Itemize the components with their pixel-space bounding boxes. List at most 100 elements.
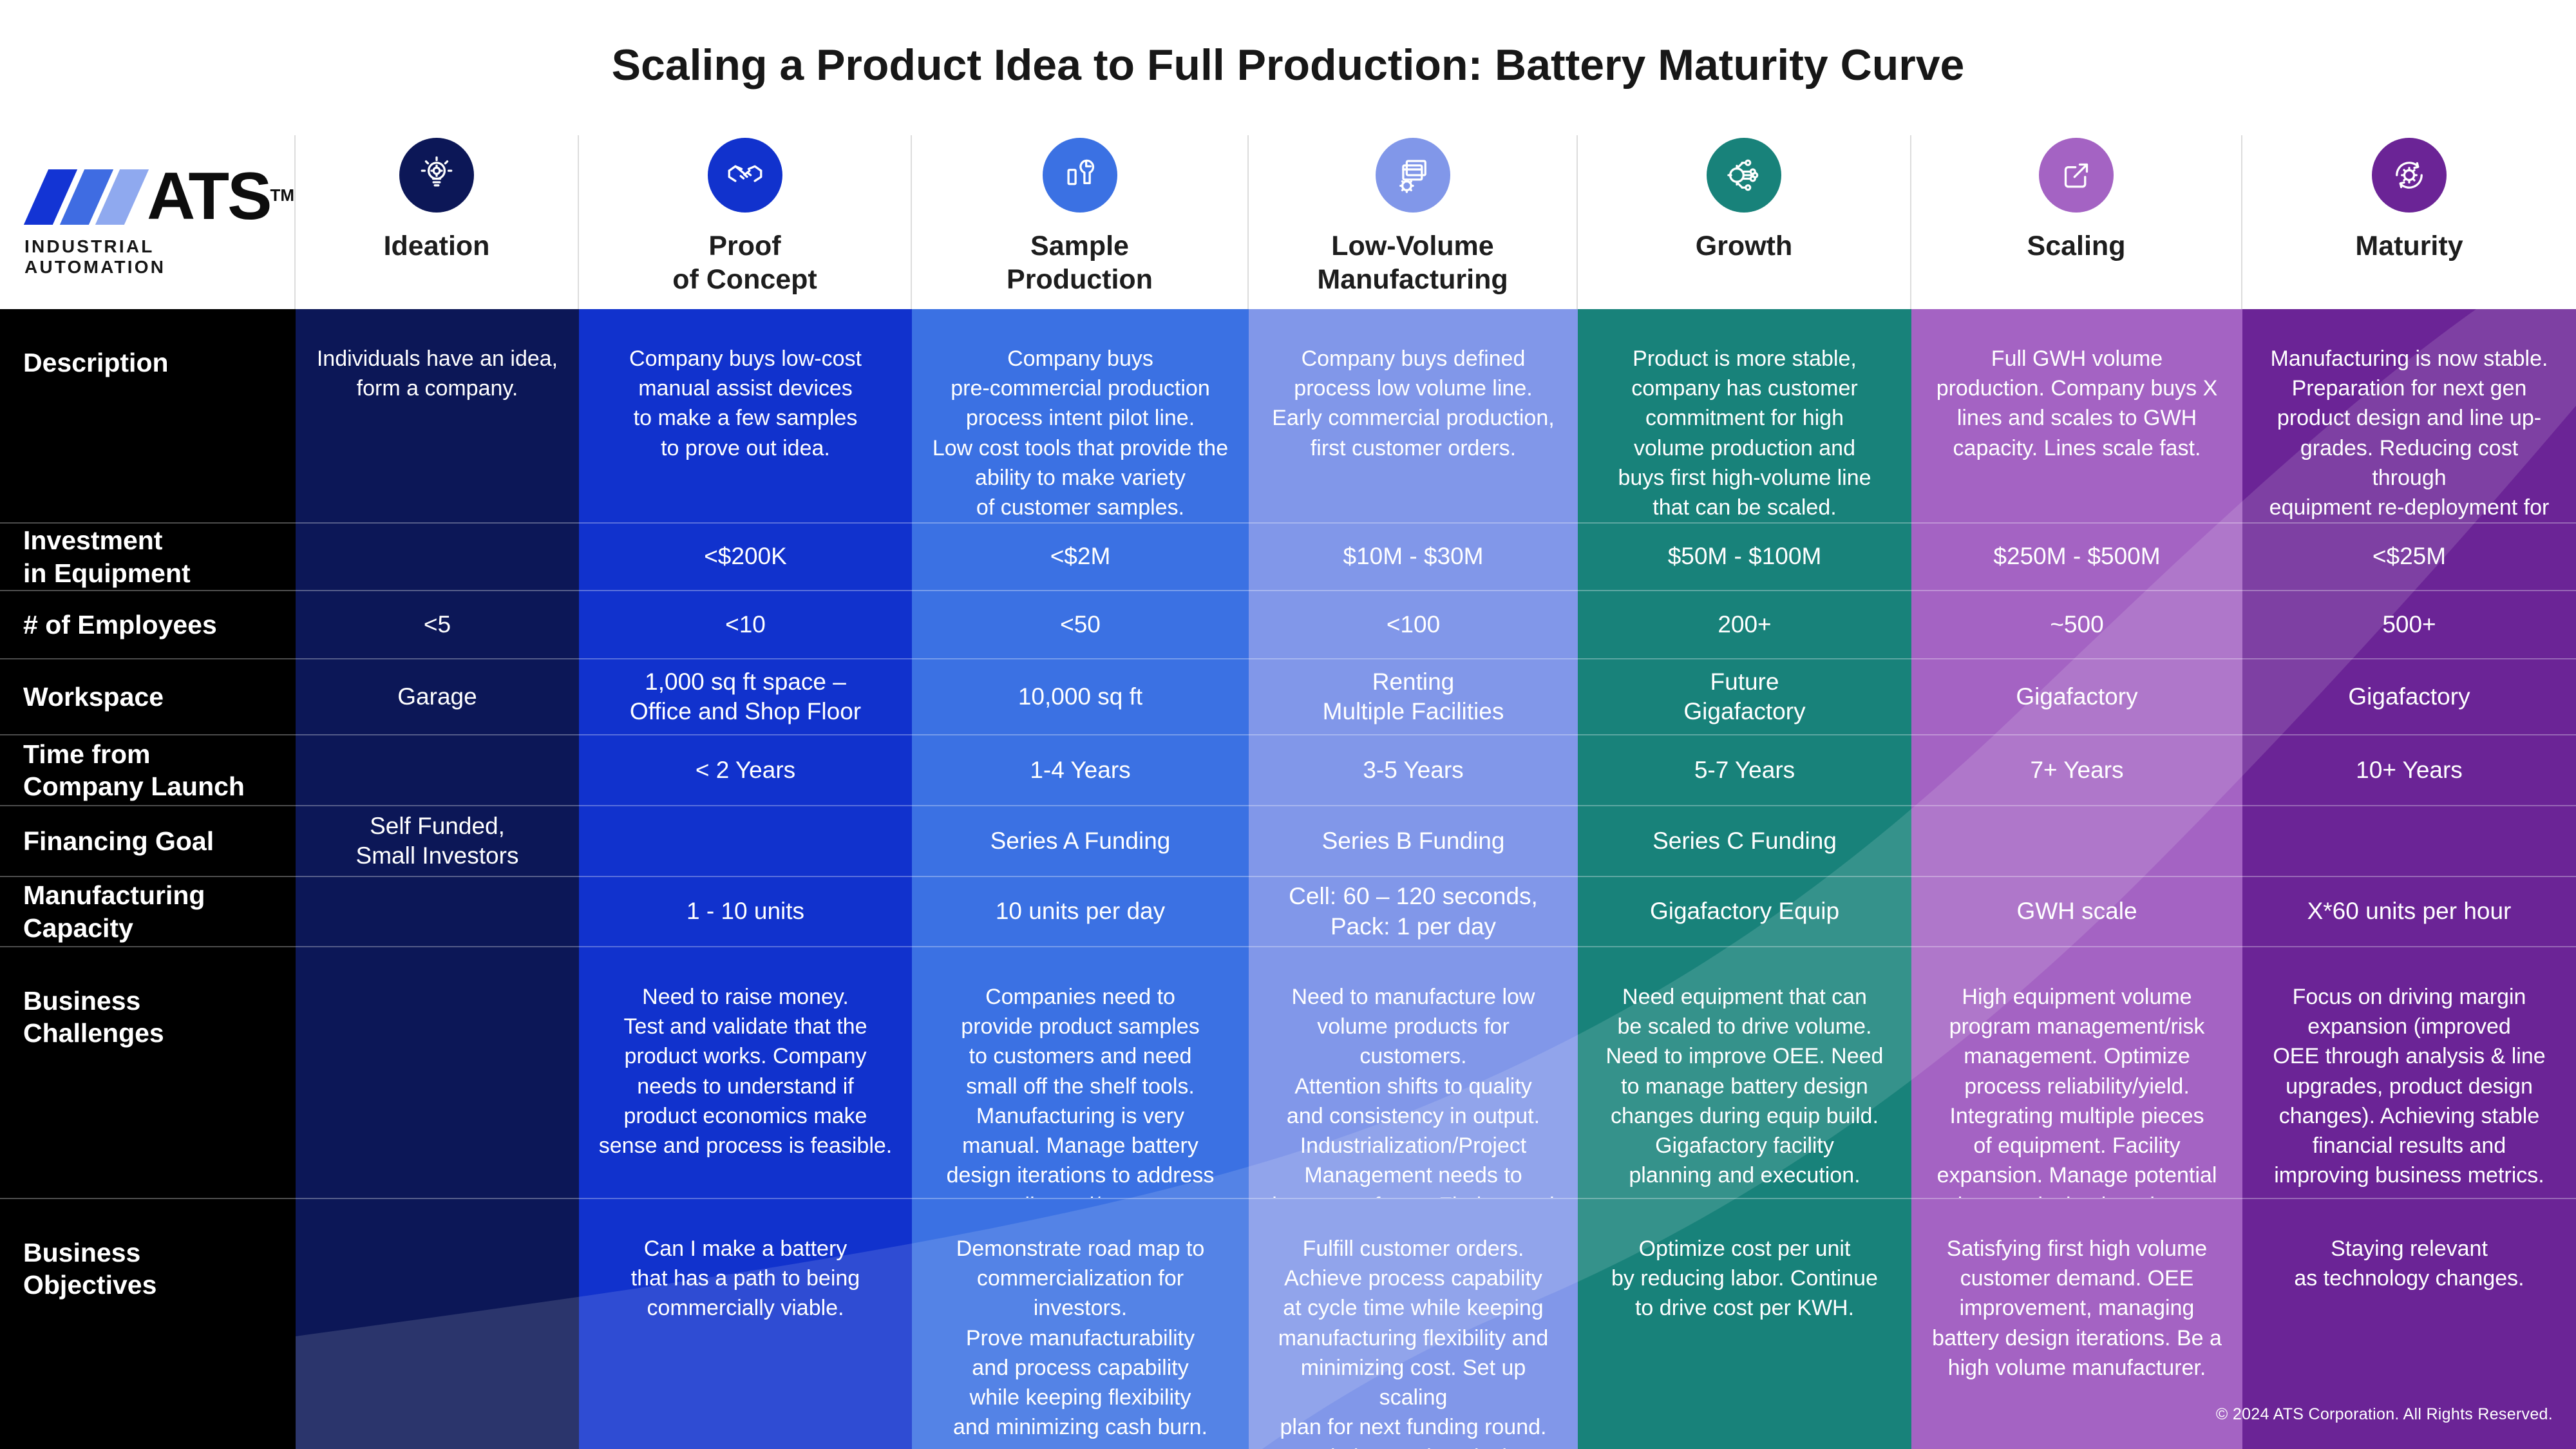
table-cell: Satisfying first high volume customer de… bbox=[1911, 1198, 2242, 1449]
table-cell: Need to manufacture low volume products … bbox=[1249, 946, 1578, 1247]
stage-label: Scaling bbox=[2027, 231, 2126, 261]
trademark-symbol: TM bbox=[270, 185, 294, 205]
table-cell: Full GWH volume production. Company buys… bbox=[1911, 309, 2242, 522]
row-label-workspace: Workspace bbox=[0, 658, 296, 734]
cycle-gear-icon bbox=[2372, 138, 2447, 213]
row-label-capacity: Manufacturing Capacity bbox=[0, 876, 296, 946]
table-cell: Series C Funding bbox=[1578, 805, 1911, 876]
table-cell: Cell: 60 – 120 seconds, Pack: 1 per day bbox=[1249, 876, 1578, 946]
table-cell: Self Funded, Small Investors bbox=[296, 805, 579, 876]
logo-brand-text: ATSTM bbox=[147, 159, 294, 234]
table-cell: X*60 units per hour bbox=[2242, 876, 2576, 946]
stage-header-scaling: Scaling bbox=[1911, 135, 2242, 309]
table-cell: 1,000 sq ft space – Office and Shop Floo… bbox=[579, 658, 912, 734]
table-cell: <100 bbox=[1249, 590, 1578, 658]
table-cell: Can I make a battery that has a path to … bbox=[579, 1198, 912, 1449]
stage-header-ideation: Ideation bbox=[296, 135, 579, 309]
table-cell: 10+ Years bbox=[2242, 734, 2576, 805]
table-cell: Optimize cost per unit by reducing labor… bbox=[1578, 1198, 1911, 1449]
row-label-objectives: Business Objectives bbox=[0, 1198, 296, 1449]
table-cell: <5 bbox=[296, 590, 579, 658]
wrench-hand-icon bbox=[1042, 138, 1117, 213]
table-cell: 7+ Years bbox=[1911, 734, 2242, 805]
table-cell: Gigafactory Equip bbox=[1578, 876, 1911, 946]
table-cell: < 2 Years bbox=[579, 734, 912, 805]
table-cell: Company buys low-cost manual assist devi… bbox=[579, 309, 912, 522]
table-cell: 1 - 10 units bbox=[579, 876, 912, 946]
gear-circuit-icon bbox=[1707, 138, 1781, 213]
table-cell: Gigafactory bbox=[1911, 658, 2242, 734]
logo-subtitle: INDUSTRIAL AUTOMATION bbox=[24, 236, 166, 277]
table-cell: Company buys pre-commercial production p… bbox=[912, 309, 1249, 522]
row-label-challenges: Business Challenges bbox=[0, 946, 296, 1198]
table-cell: ~500 bbox=[1911, 590, 2242, 658]
external-arrow-icon bbox=[2039, 138, 2114, 213]
stage-header-proof-of-concept: Proof of Concept bbox=[579, 135, 912, 309]
table-cell: Product is more stable, company has cust… bbox=[1578, 309, 1911, 522]
table-cell bbox=[2242, 805, 2576, 876]
table-cell: Fulfill customer orders. Achieve process… bbox=[1249, 1198, 1578, 1449]
table-cell: Renting Multiple Facilities bbox=[1249, 658, 1578, 734]
table-cell: Garage bbox=[296, 658, 579, 734]
table-cell: Series B Funding bbox=[1249, 805, 1578, 876]
table-cell: <$200K bbox=[579, 522, 912, 590]
table-cell: <10 bbox=[579, 590, 912, 658]
table-cell: Manufacturing is now stable. Preparation… bbox=[2242, 309, 2576, 549]
stage-label: Maturity bbox=[2355, 231, 2463, 261]
table-cell bbox=[1911, 805, 2242, 876]
table-cell: <$2M bbox=[912, 522, 1249, 590]
stage-header-maturity: Maturity bbox=[2242, 135, 2576, 309]
table-cell bbox=[296, 946, 579, 1198]
table-cell: $50M - $100M bbox=[1578, 522, 1911, 590]
table-cell: Need equipment that can be scaled to dri… bbox=[1578, 946, 1911, 1198]
table-cell: 200+ bbox=[1578, 590, 1911, 658]
table-cell: Series A Funding bbox=[912, 805, 1249, 876]
table-cell: Staying relevant as technology changes. bbox=[2242, 1198, 2576, 1449]
table-cell: Demonstrate road map to commercializatio… bbox=[912, 1198, 1249, 1449]
table-cell: Individuals have an idea, form a company… bbox=[296, 309, 579, 522]
stage-header-growth: Growth bbox=[1578, 135, 1911, 309]
stage-header-low-volume-manufacturing: Low-Volume Manufacturing bbox=[1249, 135, 1578, 309]
table-cell: High equipment volume program management… bbox=[1911, 946, 2242, 1218]
table-cell: <50 bbox=[912, 590, 1249, 658]
maturity-table: ATSTM INDUSTRIAL AUTOMATION Ideation Pro… bbox=[0, 135, 2576, 1449]
table-cell: 3-5 Years bbox=[1249, 734, 1578, 805]
table-cell: <$25M bbox=[2242, 522, 2576, 590]
table-cell: $10M - $30M bbox=[1249, 522, 1578, 590]
stage-label: Ideation bbox=[383, 231, 490, 261]
table-cell: Gigafactory bbox=[2242, 658, 2576, 734]
stage-label: Proof of Concept bbox=[672, 231, 817, 296]
table-cell bbox=[296, 522, 579, 590]
stage-label: Low-Volume Manufacturing bbox=[1317, 231, 1508, 296]
table-cell bbox=[296, 734, 579, 805]
page-title: Scaling a Product Idea to Full Productio… bbox=[611, 41, 1965, 90]
row-label-investment: Investment in Equipment bbox=[0, 522, 296, 590]
table-cell: 1-4 Years bbox=[912, 734, 1249, 805]
table-cell: Need to raise money. Test and validate t… bbox=[579, 946, 912, 1198]
handshake-icon bbox=[707, 138, 782, 213]
row-label-financing: Financing Goal bbox=[0, 805, 296, 876]
stage-header-sample-production: Sample Production bbox=[912, 135, 1249, 309]
row-label-description: Description bbox=[0, 309, 296, 522]
table-cell bbox=[296, 1198, 579, 1449]
lightbulb-gear-icon bbox=[399, 138, 474, 213]
table-cell: Company buys defined process low volume … bbox=[1249, 309, 1578, 522]
table-cell: Companies need to provide product sample… bbox=[912, 946, 1249, 1218]
ats-logo-mark: ATSTM bbox=[23, 159, 294, 234]
table-cell: $250M - $500M bbox=[1911, 522, 2242, 590]
row-label-time: Time from Company Launch bbox=[0, 734, 296, 805]
table-cell: 10 units per day bbox=[912, 876, 1249, 946]
windows-gear-icon bbox=[1375, 138, 1450, 213]
stage-label: Sample Production bbox=[1007, 231, 1153, 296]
row-label-employees: # of Employees bbox=[0, 590, 296, 658]
copyright-text: © 2024 ATS Corporation. All Rights Reser… bbox=[2215, 1405, 2553, 1423]
table-cell: Future Gigafactory bbox=[1578, 658, 1911, 734]
table-cell bbox=[296, 876, 579, 946]
table-cell: 10,000 sq ft bbox=[912, 658, 1249, 734]
stage-label: Growth bbox=[1695, 231, 1793, 261]
table-cell bbox=[579, 805, 912, 876]
table-cell: GWH scale bbox=[1911, 876, 2242, 946]
table-cell: 500+ bbox=[2242, 590, 2576, 658]
ats-logo: ATSTM INDUSTRIAL AUTOMATION bbox=[0, 135, 296, 309]
